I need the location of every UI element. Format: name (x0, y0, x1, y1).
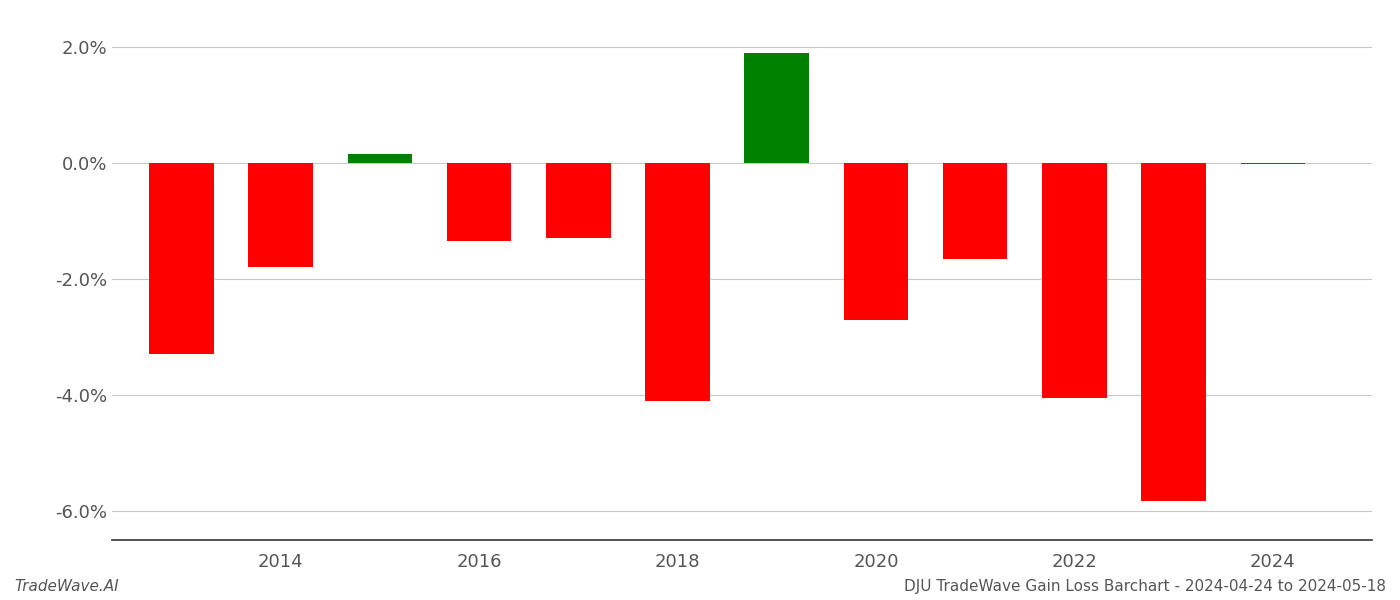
Bar (645, 163, 710, 401)
Text: DJU TradeWave Gain Loss Barchart - 2024-04-24 to 2024-05-18: DJU TradeWave Gain Loss Barchart - 2024-… (904, 579, 1386, 594)
Bar (248, 163, 314, 268)
Bar (1042, 163, 1106, 398)
Text: TradeWave.AI: TradeWave.AI (14, 579, 119, 594)
Bar (944, 163, 1008, 259)
Bar (447, 163, 511, 241)
Bar (1141, 163, 1205, 500)
Bar (347, 154, 412, 163)
Bar (844, 163, 909, 320)
Bar (546, 163, 610, 238)
Bar (1240, 163, 1305, 164)
Bar (745, 53, 809, 163)
Bar (150, 163, 214, 355)
